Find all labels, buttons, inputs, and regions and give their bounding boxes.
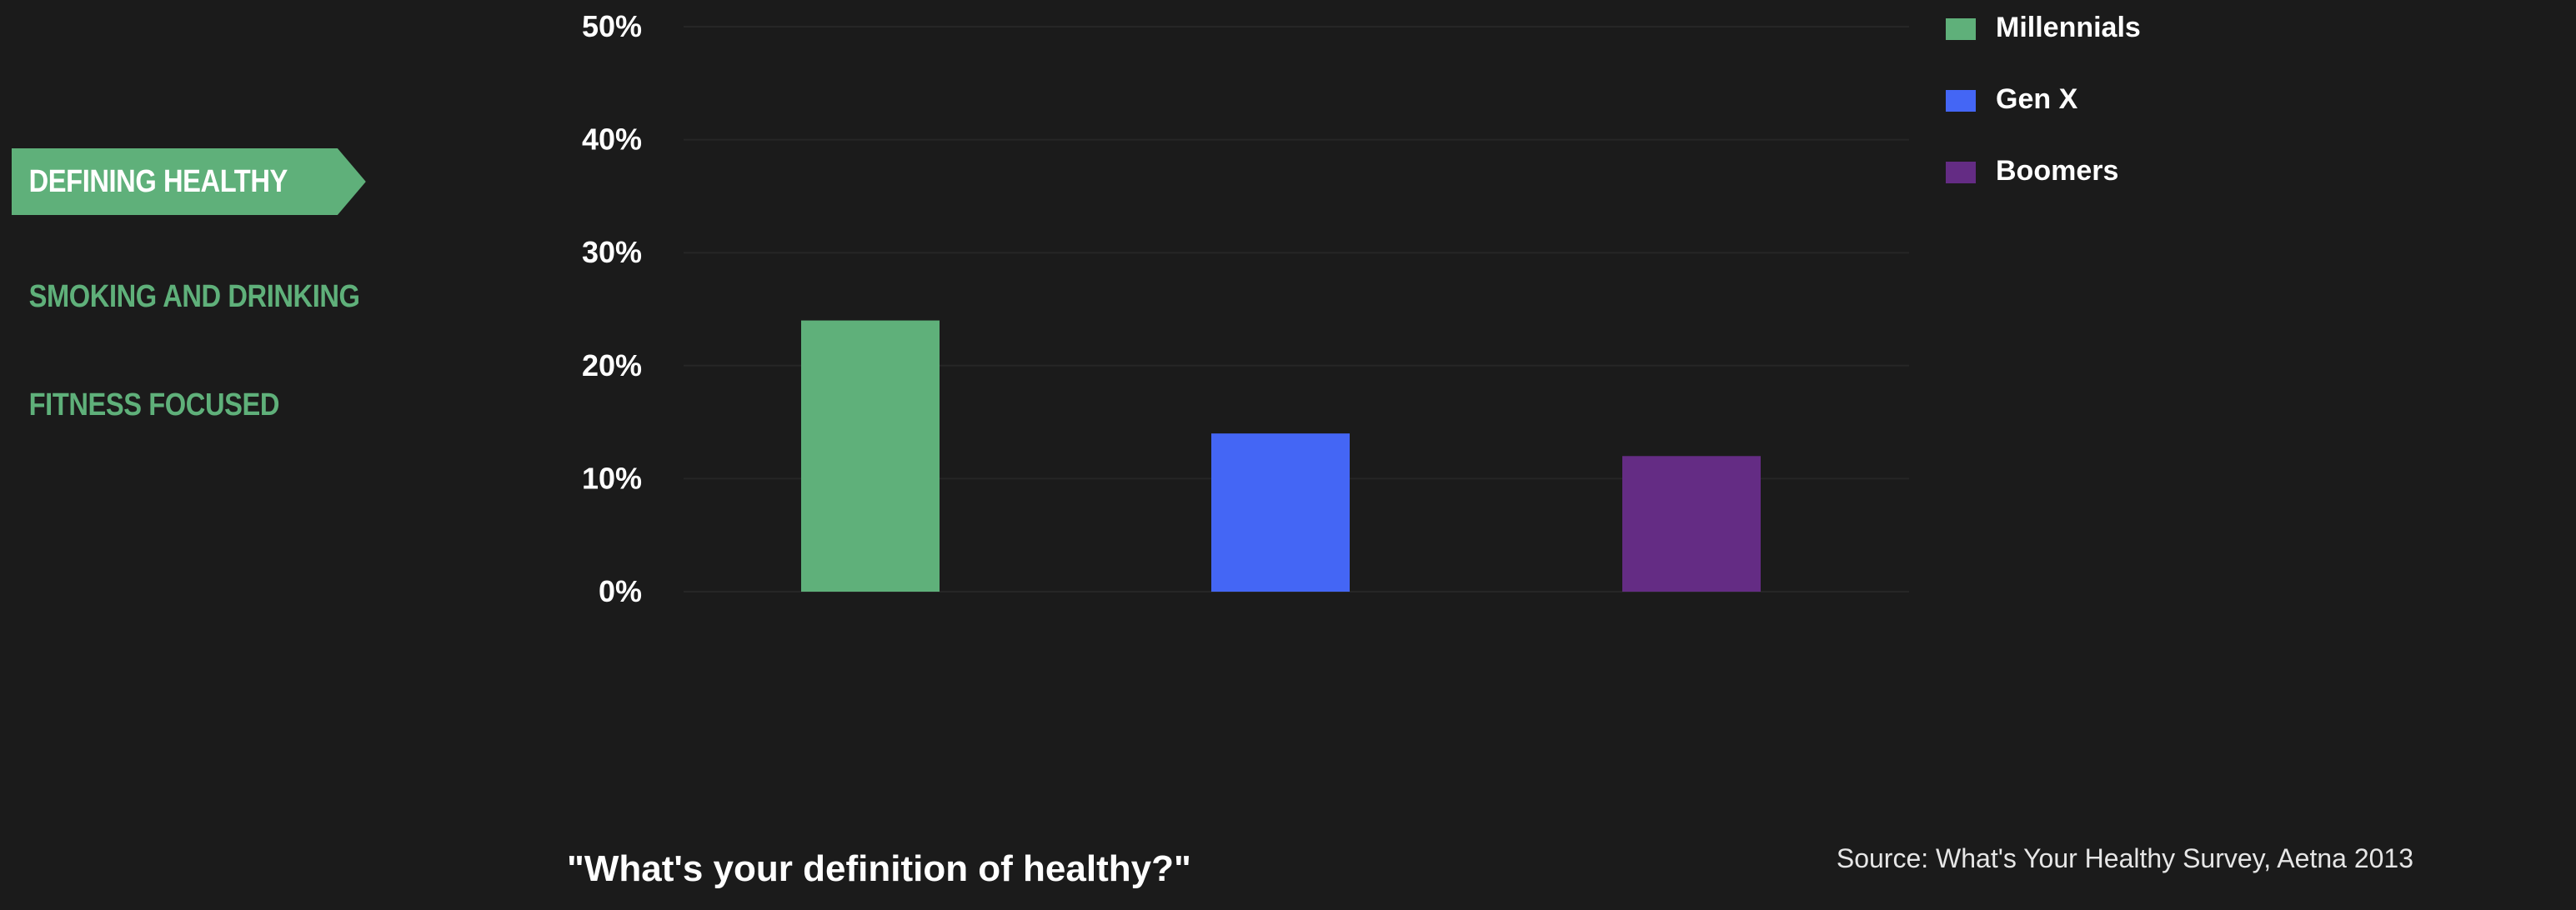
nav-item-label: FITNESS FOCUSED — [28, 388, 280, 422]
bar-millennials[interactable] — [801, 320, 940, 592]
bar-gen-x[interactable] — [1211, 433, 1350, 592]
legend-label: Gen X — [1996, 83, 2078, 115]
y-tick-label: 50% — [582, 9, 642, 43]
y-tick-label: 10% — [582, 461, 642, 495]
bar-boomers[interactable] — [1622, 456, 1761, 592]
chart-question: "What's your definition of healthy?" — [567, 848, 1191, 889]
nav-item-label: SMOKING AND DRINKING — [28, 279, 360, 314]
legend-label: Boomers — [1996, 155, 2119, 187]
y-tick-label: 20% — [582, 348, 642, 382]
legend-label: Millennials — [1996, 12, 2141, 43]
y-tick-label: 40% — [582, 122, 642, 157]
y-tick-label: 30% — [582, 235, 642, 269]
topic-nav: DEFINING HEALTHY SMOKING AND DRINKING FI… — [12, 148, 412, 422]
source-note: Source: What's Your Healthy Survey, Aetn… — [1836, 843, 2413, 873]
y-tick-label: 0% — [599, 574, 642, 608]
active-arrow-tab — [12, 148, 366, 215]
nav-item-label: DEFINING HEALTHY — [28, 164, 288, 199]
nav-item-defining-healthy[interactable]: DEFINING HEALTHY — [12, 148, 366, 215]
legend-swatch — [1946, 18, 1976, 40]
legend-swatch — [1946, 90, 1976, 112]
legend-swatch — [1946, 162, 1976, 183]
